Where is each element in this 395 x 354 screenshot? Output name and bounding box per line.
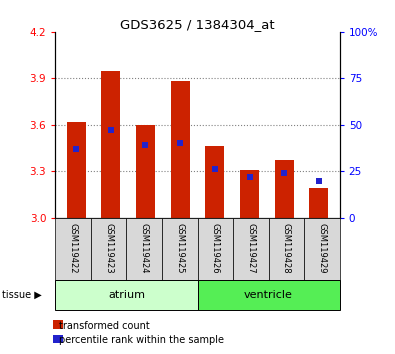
Text: tissue ▶: tissue ▶: [2, 290, 42, 300]
Text: GSM119424: GSM119424: [140, 223, 149, 274]
Text: GSM119423: GSM119423: [104, 223, 113, 274]
Bar: [205, 147, 224, 218]
Text: GSM119428: GSM119428: [282, 223, 291, 274]
Text: transformed count: transformed count: [59, 321, 150, 331]
Text: atrium: atrium: [108, 290, 145, 300]
Bar: [275, 160, 294, 218]
Bar: [171, 81, 190, 218]
Text: ventricle: ventricle: [244, 290, 293, 300]
Title: GDS3625 / 1384304_at: GDS3625 / 1384304_at: [120, 18, 275, 31]
Text: GSM119425: GSM119425: [175, 223, 184, 274]
Bar: [240, 170, 259, 218]
Text: GSM119427: GSM119427: [246, 223, 255, 274]
Text: GSM119422: GSM119422: [69, 223, 77, 274]
Bar: [136, 125, 155, 218]
Bar: [67, 122, 86, 218]
Bar: [309, 188, 328, 218]
Bar: [101, 70, 120, 218]
Text: GSM119429: GSM119429: [318, 223, 326, 274]
Text: percentile rank within the sample: percentile rank within the sample: [59, 335, 224, 345]
Text: GSM119426: GSM119426: [211, 223, 220, 274]
